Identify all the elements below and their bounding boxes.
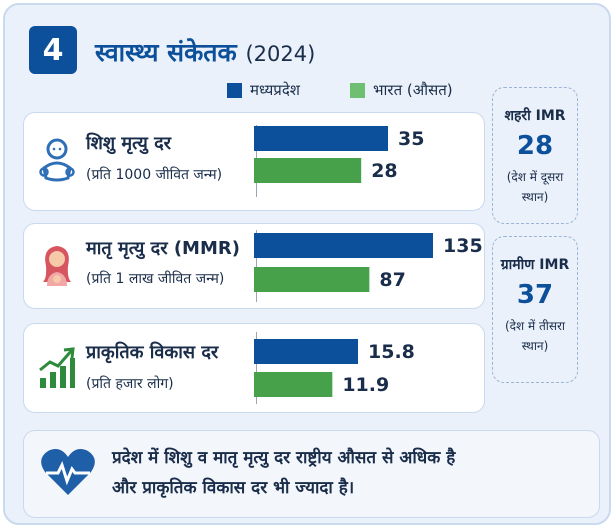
urban-imr-note-line1: (देश में दूसरा [506, 170, 564, 184]
bar-india [254, 372, 333, 397]
metric-label: प्राकृतिक विकास दर [86, 342, 219, 363]
metric-sub: (प्रति 1000 जीवित जन्म) [86, 167, 223, 183]
summary-box: प्रदेश में शिशु व मातृ मृत्यु दर राष्ट्र… [23, 430, 600, 518]
urban-imr-note: (देश में दूसरा स्थान) [493, 167, 577, 207]
growth-chart-icon [39, 347, 75, 388]
urban-imr-box: शहरी IMR 28 (देश में दूसरा स्थान) [492, 87, 578, 224]
health-indicators-card: 4 स्वास्थ्य संकेतक (2024) मध्यप्रदेश भार… [3, 3, 611, 525]
bar-india [254, 267, 370, 292]
bar-value-label: 35 [398, 128, 424, 150]
bar-value-label: 135 [443, 235, 483, 257]
bar-mp [254, 339, 358, 364]
legend-label-mp: मध्यप्रदेश [250, 81, 301, 99]
heart-pulse-icon [41, 449, 95, 495]
bar-value-label: 11.9 [342, 374, 389, 396]
urban-imr-label: शहरी IMR [504, 108, 566, 124]
rural-imr-note-line1: (देश में तीसरा [504, 319, 566, 333]
baby-icon [39, 138, 75, 182]
rural-imr-value: 37 [516, 280, 554, 310]
rural-imr-note: (देश में तीसरा स्थान) [493, 316, 577, 356]
page-title: स्वास्थ्य संकेतक (2024) [95, 35, 315, 69]
panel-divider [256, 332, 257, 404]
rural-imr-label: ग्रामीण IMR [500, 257, 570, 273]
metric-label: मातृ मृत्यु दर (MMR) [86, 238, 240, 259]
legend-item-mp: मध्यप्रदेश [227, 77, 300, 103]
bar-value-label: 28 [371, 160, 397, 182]
rural-imr-note-line2: स्थान) [521, 339, 549, 353]
rural-imr-box: ग्रामीण IMR 37 (देश में तीसरा स्थान) [492, 236, 578, 383]
bar-india [254, 158, 362, 183]
bar-value-label: 15.8 [368, 341, 415, 363]
panel-natural-growth: प्राकृतिक विकास दर (प्रति हजार लोग) [23, 323, 485, 413]
urban-imr-value: 28 [516, 131, 554, 161]
panel-divider [256, 230, 257, 302]
legend-item-india: भारत (औसत) [350, 77, 453, 103]
metric-label: शिशु मृत्यु दर [86, 133, 172, 154]
summary-line-2: और प्राकृतिक विकास दर भी ज्यादा है। [112, 478, 355, 498]
legend-swatch-mp [227, 82, 242, 98]
bar-value-label: 87 [379, 269, 405, 291]
metric-sub: (प्रति हजार लोग) [86, 376, 174, 392]
title-year: (2024) [245, 42, 316, 66]
urban-imr-note-line2: स्थान) [521, 190, 549, 204]
summary-line-1: प्रदेश में शिशु व मातृ मृत्यु दर राष्ट्र… [112, 448, 456, 468]
legend-label-india: भारत (औसत) [373, 81, 453, 99]
metric-sub: (प्रति 1 लाख जीवित जन्म) [86, 271, 225, 287]
section-number-badge: 4 [29, 26, 77, 74]
summary-text: प्रदेश में शिशु व मातृ मृत्यु दर राष्ट्र… [112, 443, 455, 503]
title-text: स्वास्थ्य संकेतक [95, 38, 237, 67]
mother-icon [43, 246, 71, 286]
legend-swatch-india [350, 82, 365, 98]
bar-mp [254, 233, 433, 258]
bar-mp [254, 126, 388, 151]
